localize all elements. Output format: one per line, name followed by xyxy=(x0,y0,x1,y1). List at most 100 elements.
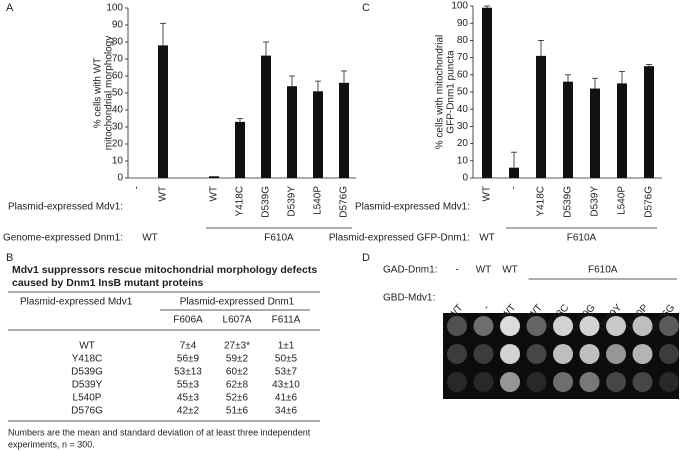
table-cell: 43±10 xyxy=(272,380,300,391)
bar xyxy=(509,167,519,178)
table-cell: 7±4 xyxy=(180,341,197,352)
colony-spot xyxy=(632,316,653,336)
bar xyxy=(617,83,627,178)
x-tick-label: D539Y xyxy=(287,186,298,217)
y-tick-label: 60 xyxy=(457,69,469,80)
plate-label: GBD-Mdv1: xyxy=(383,293,435,304)
plate-label: GAD-Dnm1: xyxy=(383,265,437,276)
y-tick-label: 50 xyxy=(112,88,124,99)
x-tick-label: - xyxy=(509,186,520,189)
x-tick-label: - xyxy=(132,186,143,189)
colony-spot xyxy=(659,344,679,364)
y-tick-label: 70 xyxy=(112,54,124,65)
table-cell: D539Y xyxy=(72,380,103,391)
colony-spot xyxy=(473,372,494,392)
table-cell: 42±2 xyxy=(177,406,200,417)
y-tick-label: 40 xyxy=(457,104,469,115)
table-cell: D539G xyxy=(71,367,103,378)
plate-column-label: - xyxy=(481,303,492,313)
y-tick-label: 0 xyxy=(117,173,123,184)
table-footnote: Numbers are the mean and standard deviat… xyxy=(8,427,311,437)
bar xyxy=(339,82,349,178)
colony-spot xyxy=(606,372,626,392)
bar xyxy=(590,88,600,178)
x-tick-label: D539G xyxy=(261,186,272,218)
group-label: WT xyxy=(142,233,158,244)
y-tick-label: 80 xyxy=(457,35,469,46)
y-tick-label: 70 xyxy=(457,52,469,63)
colony-spot xyxy=(447,316,467,336)
table-cell: 55±3 xyxy=(177,380,200,391)
row-label: Plasmid-expressed Mdv1: xyxy=(8,202,123,213)
colony-spot xyxy=(447,344,467,364)
colony-spot xyxy=(632,372,653,392)
bar xyxy=(287,86,297,178)
y-tick-label: 90 xyxy=(112,20,124,31)
y-axis-title: GFP-Dnm1 puncta xyxy=(446,50,457,134)
table-cell: 59±2 xyxy=(226,354,249,365)
bar xyxy=(644,66,654,178)
group-label: F610A xyxy=(567,233,597,244)
table-cell: 34±6 xyxy=(275,406,298,417)
y-tick-label: 50 xyxy=(457,87,469,98)
y-axis-title: % cells with WT xyxy=(93,58,104,129)
y-axis-title: mitochondrial morphology xyxy=(104,36,115,151)
table-footnote: experiments, n = 300. xyxy=(8,439,95,449)
colony-spot xyxy=(579,344,600,364)
bar xyxy=(158,45,168,179)
bar xyxy=(482,7,492,178)
table-cell: 53±7 xyxy=(275,367,298,378)
table-cell: 50±5 xyxy=(275,354,298,365)
colony-spot xyxy=(553,344,573,364)
table-subheader: F611A xyxy=(272,315,301,326)
y-tick-label: 30 xyxy=(112,122,124,133)
y-tick-label: 100 xyxy=(106,3,123,14)
colony-spot xyxy=(632,344,653,364)
y-tick-label: 0 xyxy=(462,173,468,184)
table-cell: 41±6 xyxy=(275,393,298,404)
plate-header: F610A xyxy=(588,265,618,276)
group-label: F610A xyxy=(264,233,294,244)
plate-header: WT xyxy=(502,265,518,276)
y-tick-label: 90 xyxy=(457,18,469,29)
colony-spot xyxy=(659,372,679,392)
y-tick-label: 10 xyxy=(112,156,124,167)
table-title: Mdv1 suppressors rescue mitochondrial mo… xyxy=(12,264,317,276)
colony-spot xyxy=(606,316,626,336)
panel-label: C xyxy=(362,2,370,14)
colony-spot xyxy=(526,344,547,364)
panel-label: D xyxy=(362,252,370,264)
table-cell: 62±8 xyxy=(226,380,249,391)
table-cell: 1±1 xyxy=(278,341,295,352)
table-title: caused by Dnm1 InsB mutant proteins xyxy=(12,277,204,289)
colony-spot xyxy=(500,372,520,392)
table-cell: WT xyxy=(79,341,95,352)
x-tick-label: WT xyxy=(209,186,220,202)
colony-spot xyxy=(579,316,600,336)
colony-spot xyxy=(500,344,520,364)
colony-spot xyxy=(553,316,573,336)
y-tick-label: 100 xyxy=(451,1,468,12)
y-tick-label: 30 xyxy=(457,121,469,132)
bar xyxy=(235,121,245,178)
table-cell: L540P xyxy=(73,393,102,404)
colony-spot xyxy=(526,316,547,336)
x-tick-label: D576G xyxy=(644,186,655,218)
colony-spot xyxy=(553,372,573,392)
plate-header: WT xyxy=(476,265,492,276)
row-label: Plasmid-expressed Mdv1: xyxy=(355,202,470,213)
table-cell: 56±9 xyxy=(177,354,200,365)
table-subheader: L607A xyxy=(223,315,252,326)
colony-spot xyxy=(526,372,547,392)
panel-label: A xyxy=(6,2,14,14)
colony-spot xyxy=(447,372,467,392)
table-cell: Y418C xyxy=(72,354,103,365)
bar xyxy=(536,55,546,178)
group-label: WT xyxy=(479,233,495,244)
colony-spot xyxy=(606,344,626,364)
row-label: Genome-expressed Dnm1: xyxy=(3,233,123,244)
x-tick-label: L540P xyxy=(617,186,628,215)
plate-header: - xyxy=(455,265,458,276)
bar xyxy=(261,55,271,178)
